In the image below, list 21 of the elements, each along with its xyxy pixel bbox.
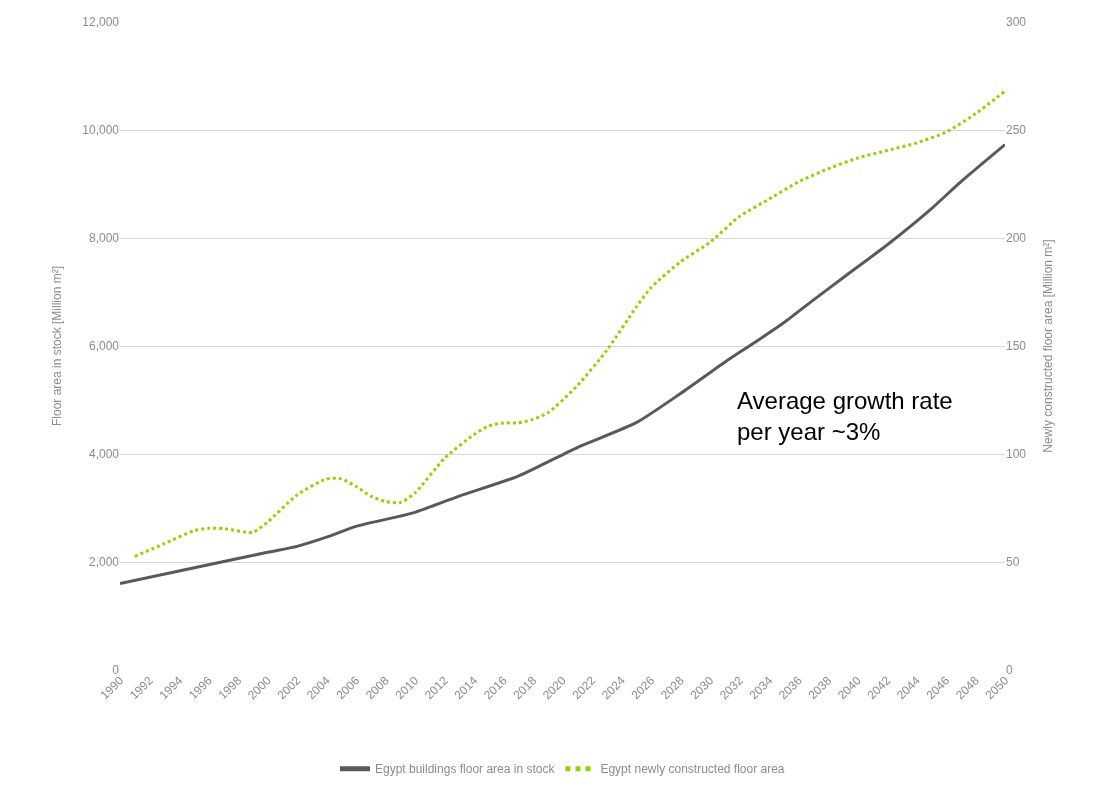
legend-label: Egypt newly constructed floor area bbox=[600, 762, 785, 777]
y-tick-label: 12,000 bbox=[82, 15, 120, 30]
y-tick-label: 10,000 bbox=[82, 123, 120, 138]
legend-label: Egypt buildings floor area in stock bbox=[375, 762, 556, 777]
y-axis-title: Floor area in stock [Million m²] bbox=[49, 265, 64, 427]
y2-tick-label: 200 bbox=[1006, 231, 1027, 246]
line-series bbox=[120, 143, 1005, 586]
y-tick-label: 2,000 bbox=[88, 555, 120, 570]
y2-tick-label: 0 bbox=[1006, 663, 1013, 678]
y2-tick-label: 250 bbox=[1006, 123, 1027, 138]
annotation: Average growth rate per year ~3% bbox=[737, 387, 953, 446]
y-tick-label: 6,000 bbox=[88, 339, 120, 354]
y-tick-label: 0 bbox=[112, 663, 120, 678]
y-tick-label: 8,000 bbox=[88, 231, 120, 246]
y2-tick-label: 150 bbox=[1006, 339, 1027, 354]
y2-tick-label: 100 bbox=[1006, 447, 1027, 462]
y2-tick-label: 50 bbox=[1006, 555, 1020, 570]
y-tick-label: 4,000 bbox=[88, 447, 120, 462]
line-series bbox=[133, 89, 1005, 558]
y2-axis-title: Newly constructed floor area [Million m²] bbox=[1041, 239, 1056, 453]
y2-tick-label: 300 bbox=[1006, 15, 1027, 30]
